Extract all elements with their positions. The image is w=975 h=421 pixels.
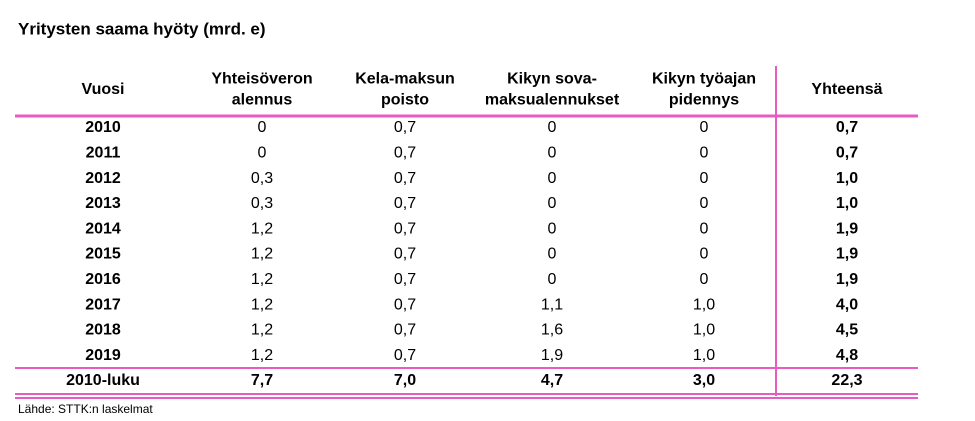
- table-cell: 1,2: [251, 347, 273, 364]
- table-cell: 1,9: [541, 347, 563, 364]
- column-header: maksualennukset: [485, 92, 620, 109]
- table-cell: 0: [258, 145, 267, 162]
- table-cell: 0,7: [836, 145, 858, 162]
- table-cell: 1,9: [836, 220, 858, 237]
- table-cell: 1,9: [836, 246, 858, 263]
- table-cell: 2019: [85, 347, 121, 364]
- table-cell: 1,2: [251, 271, 273, 288]
- column-header: Kikyn työajan: [652, 71, 756, 88]
- table-cell: 2017: [85, 296, 121, 313]
- table-cell: 0,7: [394, 170, 416, 187]
- table-cell: 0: [548, 119, 557, 136]
- column-header: Kela-maksun: [355, 71, 455, 88]
- table-cell: 1,9: [836, 271, 858, 288]
- column-header: Yhteisöveron: [211, 71, 312, 88]
- total-cell: 7,7: [251, 372, 273, 389]
- table-cell: 0,3: [251, 170, 273, 187]
- table-cell: 2016: [85, 271, 121, 288]
- table-cell: 0,7: [394, 271, 416, 288]
- table-cell: 1,0: [693, 296, 715, 313]
- table-cell: 0: [548, 145, 557, 162]
- table-cell: 0: [700, 246, 709, 263]
- table-cell: 0: [700, 271, 709, 288]
- table-cell: 0,7: [394, 220, 416, 237]
- total-cell: 22,3: [831, 372, 862, 389]
- table-cell: 4,8: [836, 347, 858, 364]
- table-cell: 1,1: [541, 296, 563, 313]
- table-cell: 1,2: [251, 246, 273, 263]
- column-header: Vuosi: [82, 81, 125, 98]
- table-cell: 4,5: [836, 322, 858, 339]
- table-cell: 0,7: [394, 347, 416, 364]
- column-header: alennus: [232, 92, 293, 109]
- table-cell: 1,6: [541, 322, 563, 339]
- column-header: poisto: [381, 92, 429, 109]
- table-cell: 2010: [85, 119, 121, 136]
- total-cell: 3,0: [693, 372, 715, 389]
- table-cell: 2011: [86, 145, 121, 162]
- table-cell: 1,2: [251, 220, 273, 237]
- table-cell: 0: [700, 145, 709, 162]
- table-cell: 4,0: [836, 296, 858, 313]
- table-cell: 2015: [85, 246, 121, 263]
- table-cell: 0: [700, 195, 709, 212]
- table-cell: 2012: [85, 170, 121, 187]
- table-cell: 0: [548, 195, 557, 212]
- table-cell: 0: [700, 220, 709, 237]
- title: Yritysten saama hyöty (mrd. e): [18, 19, 266, 38]
- column-header: pidennys: [669, 92, 739, 109]
- column-header: Yhteensä: [811, 81, 882, 98]
- total-cell: 7,0: [394, 372, 416, 389]
- table-cell: 1,0: [836, 195, 858, 212]
- table-cell: 0,7: [394, 246, 416, 263]
- table-cell: 0,7: [394, 195, 416, 212]
- total-cell: 2010-luku: [66, 372, 140, 389]
- column-header: Kikyn sova-: [507, 71, 597, 88]
- table-cell: 0,3: [251, 195, 273, 212]
- table-cell: 1,0: [693, 347, 715, 364]
- table-cell: 2013: [85, 195, 121, 212]
- table-cell: 0,7: [394, 145, 416, 162]
- table-cell: 0: [548, 246, 557, 263]
- source: Lähde: STTK:n laskelmat: [18, 402, 153, 416]
- table-cell: 2014: [85, 220, 121, 237]
- table-cell: 0: [548, 271, 557, 288]
- table-cell: 1,2: [251, 322, 273, 339]
- table-cell: 0: [700, 119, 709, 136]
- table-cell: 1,2: [251, 296, 273, 313]
- table-cell: 0: [700, 170, 709, 187]
- table-cell: 1,0: [836, 170, 858, 187]
- table-cell: 0: [258, 119, 267, 136]
- table-cell: 0,7: [836, 119, 858, 136]
- table-cell: 0,7: [394, 296, 416, 313]
- table-cell: 0: [548, 220, 557, 237]
- table-cell: 0,7: [394, 322, 416, 339]
- table-cell: 0,7: [394, 119, 416, 136]
- total-cell: 4,7: [541, 372, 563, 389]
- table-cell: 0: [548, 170, 557, 187]
- table-cell: 2018: [85, 322, 121, 339]
- table-cell: 1,0: [693, 322, 715, 339]
